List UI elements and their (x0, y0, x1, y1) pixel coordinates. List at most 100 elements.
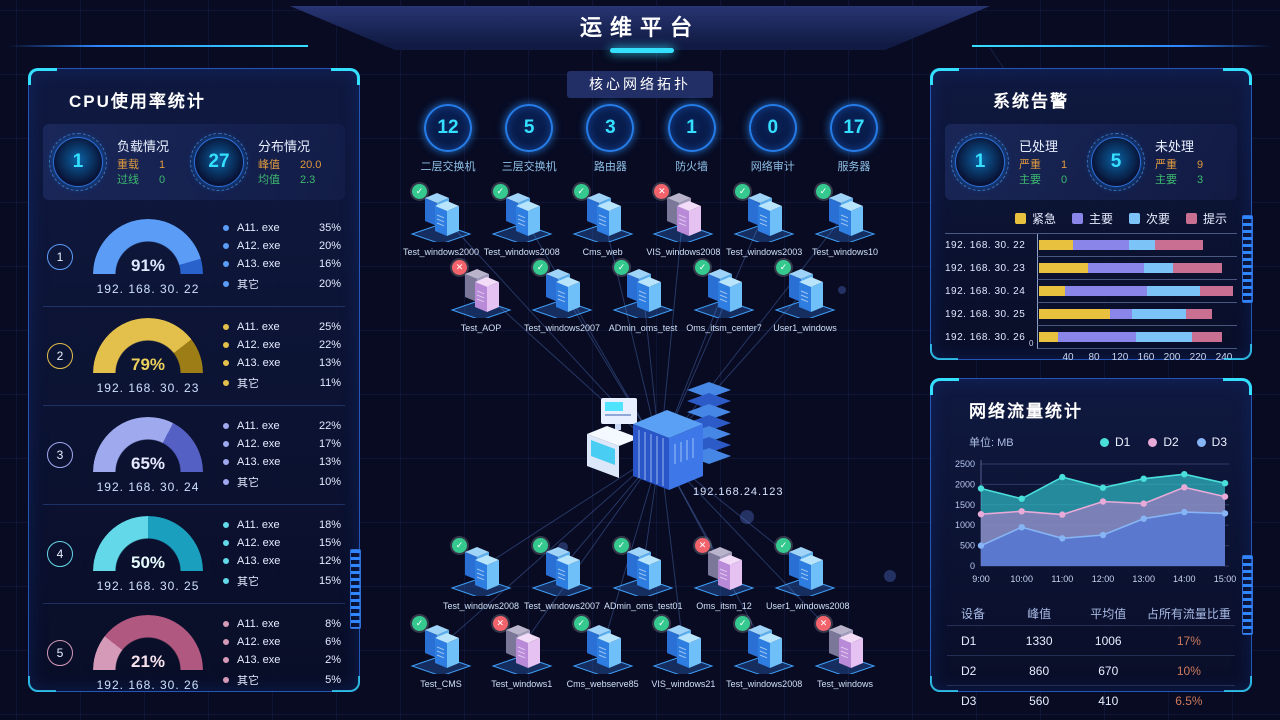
corner-accent (28, 68, 57, 85)
server-node[interactable]: ✓ Cms_webserve85 (564, 616, 642, 689)
cpu-gauge: 91% (93, 218, 203, 275)
device-count: 12 (424, 104, 472, 152)
device-stat: 17 服务器 (818, 104, 890, 174)
cpu-rows: 1 91% 192. 168. 30. 22 A11. exe 35% A12.… (43, 208, 345, 702)
server-node[interactable]: ✓ User1_windows2008 (766, 538, 850, 611)
legend-item[interactable]: D1 (1099, 435, 1130, 449)
server-icon (572, 193, 634, 245)
cpu-row-index: 4 (47, 541, 73, 567)
legend-dot (223, 342, 229, 348)
legend-item[interactable]: 紧急 (1014, 210, 1056, 227)
cpu-legend-item: A12. exe 20% (223, 240, 341, 252)
legend-item[interactable]: 主要 (1071, 210, 1113, 227)
data-point (1099, 531, 1107, 539)
alert-ip: 192. 168. 30. 26 (945, 332, 1026, 343)
cpu-legend-item: 其它 5% (223, 672, 341, 688)
load-label: 负载情况 (117, 139, 170, 154)
server-node[interactable]: ✓ Test_windows2003 (725, 184, 803, 257)
bar-segment (1147, 286, 1200, 296)
x-tick-label: 15:00 (1214, 574, 1237, 584)
server-node[interactable]: ✕ Oms_itsm_12 (685, 538, 763, 611)
status-error-icon: ✕ (452, 260, 467, 275)
unhandled-stat: 主要 3 (1155, 174, 1204, 186)
process-name: A12. exe (237, 339, 281, 351)
cpu-row: 1 91% 192. 168. 30. 22 A11. exe 35% A12.… (43, 208, 345, 306)
status-ok-icon: ✓ (533, 260, 548, 275)
server-icon (814, 193, 876, 245)
server-node[interactable]: ✓ Test_CMS (402, 616, 480, 689)
server-row-2: ✕ Test_AOP ✓ Test_windows2007 ✓ (442, 260, 844, 333)
device-count: 17 (829, 104, 878, 152)
server-node[interactable]: ✓ Test_windows2008 (442, 538, 520, 611)
server-node[interactable]: ✓ Test_windows2008 (483, 184, 561, 257)
device-cell: D2 (961, 663, 977, 678)
axis-tick: 120 (1111, 352, 1129, 363)
device-count: 1 (667, 104, 716, 152)
server-node[interactable]: ✓ Test_windows2008 (725, 616, 803, 689)
process-name: A11. exe (237, 519, 280, 531)
server-node[interactable]: ✓ Test_windows10 (806, 184, 884, 257)
server-name: ADmin_oms_test (608, 323, 678, 333)
bar-segment (1065, 286, 1148, 296)
process-name: A12. exe (237, 438, 281, 450)
status-ok-icon: ✓ (654, 616, 670, 631)
table-header-cell: 占所有流量比重 (1146, 606, 1231, 621)
legend-item[interactable]: 次要 (1129, 210, 1170, 227)
server-node[interactable]: ✓ Test_windows2007 (523, 538, 601, 611)
bar-segment (1173, 263, 1223, 273)
cpu-legend-item: A13. exe 2% (223, 654, 341, 666)
server-node[interactable]: ✓ ADmin_oms_test01 (604, 538, 683, 611)
process-value: 2% (325, 654, 341, 666)
vent-decoration (1242, 215, 1253, 303)
device-stat: 0 网络审计 (737, 104, 809, 174)
legend-swatch (1071, 213, 1083, 224)
server-node[interactable]: ✓ ADmin_oms_test (604, 260, 682, 333)
status-ok-icon: ✓ (573, 616, 589, 631)
server-node[interactable]: ✓ VIS_windows21 (644, 616, 722, 689)
legend-dot (223, 281, 229, 287)
legend-swatch (1014, 213, 1026, 224)
topology-stats: 12 二层交换机 5 三层交换机 3 路由器 1 防火墙 0 网络审计 17 服… (412, 104, 890, 174)
server-row-3: ✓ Test_windows2008 ✓ Test_windows2007 (442, 538, 850, 611)
server-node[interactable]: ✓ Test_windows2000 (402, 184, 480, 257)
legend-item[interactable]: 提示 (1186, 210, 1227, 227)
alert-ip: 192. 168. 30. 23 (945, 263, 1026, 274)
process-name: A13. exe (237, 258, 281, 270)
cpu-legend-item: 其它 20% (223, 276, 341, 292)
server-node[interactable]: ✕ Test_windows1 (483, 616, 561, 689)
legend-item[interactable]: D3 (1196, 435, 1227, 449)
legend-swatch (1186, 213, 1198, 224)
bar-segment (1186, 309, 1213, 319)
process-value: 17% (318, 438, 341, 450)
server-name: User1_windows (773, 323, 837, 333)
cpu-legend-item: 其它 15% (223, 573, 341, 589)
alerts-summary: 1 已处理 严重 1 主要 0 5 未处理 严重 9 主要 3 (945, 124, 1237, 200)
server-node[interactable]: ✓ Test_windows2007 (523, 260, 601, 333)
alert-bar-row: 192. 168. 30. 23 (945, 257, 1237, 280)
server-node[interactable]: ✓ Cms_web (564, 184, 642, 257)
server-node[interactable]: ✓ User1_windows (766, 260, 844, 333)
server-icon (491, 625, 553, 677)
legend-dot (223, 621, 229, 627)
cpu-legend: A11. exe 25% A12. exe 22% A13. exe 13% 其… (223, 315, 341, 397)
server-node[interactable]: ✓ Oms_itsm_center7 (685, 260, 763, 333)
page-title: 运维平台 (579, 15, 700, 40)
bar-segment (1039, 286, 1066, 296)
alerts-panel-title: 系统告警 (993, 92, 1069, 111)
traffic-panel: 网络流量统计 单位: MB D1 D2 D3 0 500 1000 1500 2000 2… (930, 378, 1253, 708)
legend-label: 主要 (1088, 212, 1113, 226)
vent-decoration (350, 549, 361, 629)
server-node[interactable]: ✕ Test_windows (806, 616, 884, 689)
y-tick-label: 2500 (955, 459, 975, 469)
process-name: A11. exe (237, 420, 280, 432)
cpu-ip: 192. 168. 30. 25 (96, 578, 200, 593)
server-name: Test_windows2008 (483, 247, 560, 257)
legend-item[interactable]: D2 (1148, 435, 1179, 449)
table-header-cell: 平均值 (1090, 606, 1127, 621)
alert-bar-row: 192. 168. 30. 26 (945, 326, 1237, 349)
server-node[interactable]: ✕ Test_AOP (442, 260, 520, 333)
server-icon (814, 625, 876, 677)
server-node[interactable]: ✕ VIS_windows2008 (644, 184, 722, 257)
bar-segment (1039, 309, 1110, 319)
